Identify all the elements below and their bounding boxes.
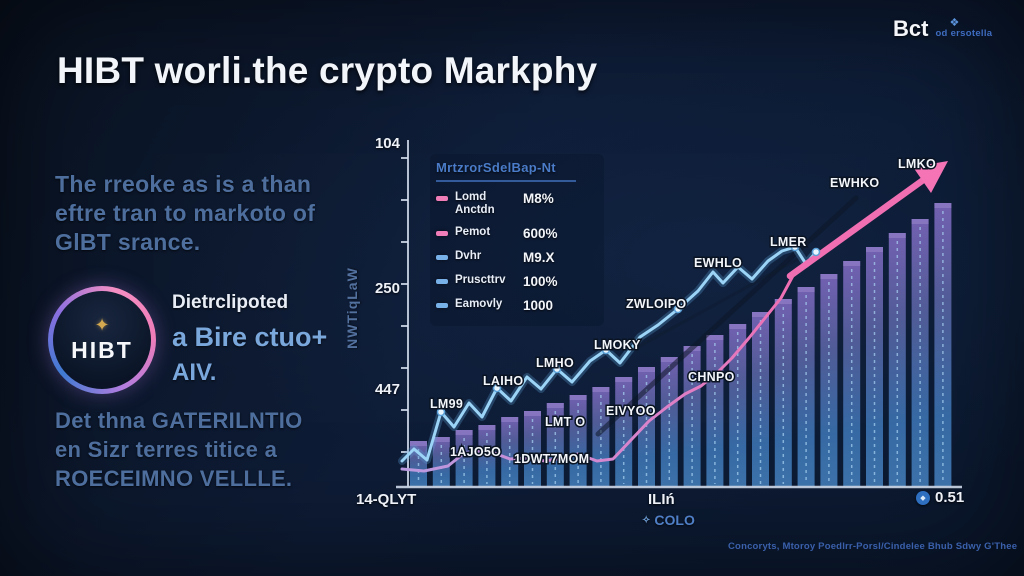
legend-label: Dvhr: [455, 250, 482, 262]
legend-label: Pemot: [455, 226, 491, 238]
legend-item: Pruscttrv 100%: [436, 274, 598, 289]
bar: [843, 261, 861, 487]
feature-line-2: AIV.: [172, 359, 217, 386]
bar: [501, 417, 519, 487]
x-label-right: 0.51: [935, 489, 965, 506]
x-label-left: 14-QLYT: [356, 491, 417, 508]
bar: [524, 411, 541, 487]
footer-caption: Concoryts, Mtoroy Poedlrr-Porsl/Cindelee…: [728, 541, 1018, 552]
legend-value: M9.X: [523, 250, 555, 265]
legend-item: Pemot 600%: [436, 226, 598, 241]
note-paragraph: Det thna GATERILNTIO en Sizr terres titi…: [55, 406, 303, 493]
chart-legend: MrtzrorSdelBap-Nt Lomd Anctdn M8% Pemot 6…: [430, 154, 604, 326]
legend-value: M8%: [523, 191, 554, 206]
note-line-1: Det thna GATERILNTIO: [55, 408, 303, 433]
brand-tagline: od ersotella: [935, 28, 993, 39]
legend-label: Lomd: [455, 191, 487, 203]
chart-point-label: LMOKY: [594, 338, 641, 352]
bar: [546, 403, 564, 487]
bar: [615, 377, 633, 487]
chart-point-label: ZWLOIPO: [626, 297, 686, 311]
intro-line-1: The rreoke as is a than: [55, 171, 312, 197]
chart-point-label: 1AJO5O: [450, 445, 501, 459]
bar: [683, 346, 701, 487]
legend-label-2: Anctdn: [455, 204, 495, 216]
bar: [706, 335, 724, 487]
legend-swatch: [436, 231, 448, 236]
chart-point-label: LMKO: [898, 157, 936, 171]
chart-point-label: LMER: [770, 235, 807, 249]
chart-point-label: EWHKO: [830, 176, 879, 190]
chart-point-label: LM99: [430, 397, 463, 411]
bar: [820, 274, 838, 487]
coin-icon: ◆: [916, 490, 930, 505]
brand-logo: Bct ❖ od ersotella: [893, 16, 992, 42]
legend-title: MrtzrorSdelBap-Nt: [436, 160, 556, 175]
y-axis-title: NWTiqLaW: [344, 267, 360, 349]
bar: [592, 387, 610, 487]
bar: [432, 437, 450, 487]
chart-point-label: EWHLO: [694, 256, 742, 270]
bar: [752, 312, 769, 487]
legend-swatch: [436, 279, 448, 284]
y-tick-label-low: 447: [374, 381, 400, 398]
legend-label: Eamovly: [455, 298, 503, 310]
bar: [774, 299, 792, 487]
legend-divider: [436, 180, 576, 182]
x-label-right-group: ◆ 0.51: [916, 489, 964, 506]
legend-swatch: [436, 255, 448, 260]
legend-value: 600%: [523, 226, 558, 241]
bar: [797, 287, 815, 487]
bar: [478, 425, 496, 487]
feature-heading: Dietrclipoted: [172, 292, 289, 313]
hibt-badge: ✦ HIBT: [48, 286, 156, 394]
brand-name: Bct: [893, 16, 929, 41]
legend-item: Dvhr M9.X: [436, 250, 598, 265]
chart-point-label: EIVYOO: [606, 404, 656, 418]
hibt-badge-label: HIBT: [71, 337, 133, 363]
bar: [866, 247, 883, 487]
chart-point-label: 1DWT7MOM: [514, 452, 589, 466]
feature-line-1: a Bire ctuo+: [172, 322, 328, 352]
bar: [638, 367, 655, 487]
bar: [934, 203, 952, 487]
chart-point-label: LMHO: [536, 356, 574, 370]
legend-swatch: [436, 303, 448, 308]
hibt-badge-inner: ✦ HIBT: [53, 291, 151, 389]
arrow-head-icon: [913, 161, 948, 193]
intro-paragraph: The rreoke as is a than eftre tran to ma…: [55, 170, 315, 257]
page-title: HIBT worli.the crypto Markphy: [57, 50, 598, 91]
bar: [911, 219, 929, 487]
bar: [729, 324, 747, 487]
sub-label-group: ✧ COLO: [642, 512, 695, 528]
bar: [660, 357, 678, 487]
bar: [569, 395, 587, 487]
spark-icon: ✧: [642, 514, 651, 526]
trend-arrow: [786, 174, 930, 280]
intro-line-2: eftre tran to markoto of: [55, 200, 316, 226]
chart-point-label: LAIHO: [483, 374, 523, 388]
note-line-2: en Sizr terres titice a: [55, 437, 278, 462]
sub-label: COLO: [654, 512, 695, 528]
legend-item: Eamovly 1000: [436, 298, 598, 313]
bar: [888, 233, 906, 487]
chart-point-label: CHNPO: [688, 370, 735, 384]
diamond-cluster-icon: ❖: [949, 17, 960, 29]
gold-sparkle-icon: ✦: [94, 315, 110, 335]
x-label-center: ILIń: [648, 491, 675, 508]
chart-point-label: LMT O: [545, 415, 585, 429]
legend-label: Pruscttrv: [455, 274, 506, 286]
legend-value: 100%: [523, 274, 558, 289]
bar: [455, 430, 473, 487]
legend-value: 1000: [523, 298, 554, 313]
note-line-3: ROECEIMNO VELLLE.: [55, 466, 293, 491]
y-tick-label-top: 104: [374, 135, 400, 152]
feature-text-block: Dietrclipoted a Bire ctuo+ AIV.: [172, 292, 327, 387]
y-tick-label-mid: 250: [374, 280, 400, 297]
legend-item: Lomd Anctdn M8%: [436, 191, 598, 217]
legend-swatch: [436, 196, 448, 201]
bar: [410, 441, 427, 487]
intro-line-3: GlBT srance.: [55, 229, 201, 255]
